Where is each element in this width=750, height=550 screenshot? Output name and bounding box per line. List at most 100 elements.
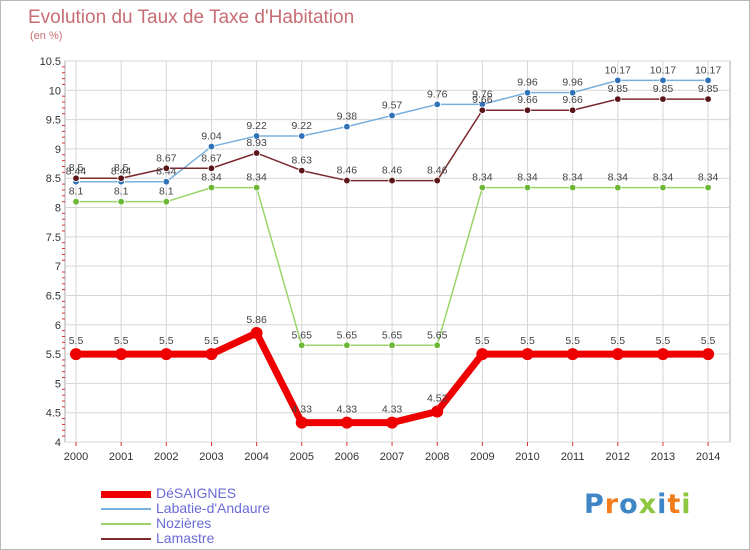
x-tick-label: 2003: [199, 451, 223, 463]
data-label-2: 8.1: [159, 186, 174, 198]
y-tick-label: 6.5: [46, 290, 61, 302]
y-tick-label: 7.5: [46, 232, 61, 244]
data-point-0: [160, 348, 173, 361]
logo-letter: i: [657, 489, 668, 520]
x-tick-label: 2000: [64, 451, 88, 463]
data-point-3: [659, 95, 667, 103]
data-point-3: [704, 95, 712, 103]
legend-swatch: [101, 538, 151, 540]
data-point-2: [252, 183, 261, 192]
x-tick-label: 2012: [606, 451, 630, 463]
data-label-0: 5.5: [114, 335, 129, 347]
data-label-3: 9.66: [472, 94, 493, 106]
data-label-3: 9.66: [517, 94, 538, 106]
data-label-2: 5.65: [337, 329, 358, 341]
data-label-0: 5.5: [475, 335, 490, 347]
data-label-0: 5.5: [656, 335, 671, 347]
data-point-0: [115, 348, 128, 361]
y-tick-label: 6: [55, 320, 61, 332]
data-point-2: [433, 341, 441, 349]
data-label-0: 5.5: [701, 335, 716, 347]
data-label-1: 9.22: [246, 120, 267, 132]
logo-letter: P: [584, 489, 605, 520]
data-point-1: [704, 76, 712, 85]
data-label-0: 5.86: [246, 314, 267, 326]
data-point-3: [162, 164, 170, 172]
legend-label: Lamastre: [156, 530, 215, 546]
data-point-1: [659, 76, 667, 85]
data-label-3: 8.63: [292, 155, 313, 167]
legend-swatch: [101, 523, 151, 525]
data-label-3: 9.85: [698, 83, 719, 95]
x-tick-label: 2008: [425, 451, 449, 463]
data-point-2: [523, 183, 532, 192]
logo-letter: t: [667, 489, 682, 520]
data-label-3: 8.67: [201, 152, 222, 164]
data-label-3: 9.85: [608, 83, 629, 95]
data-point-0: [521, 348, 534, 361]
y-tick-label: 10.5: [40, 56, 61, 68]
data-label-3: 9.66: [562, 94, 583, 106]
chart-unit: (en %): [30, 30, 63, 42]
data-point-1: [568, 88, 577, 97]
data-point-1: [298, 132, 306, 140]
data-point-3: [298, 166, 306, 175]
data-point-0: [611, 348, 624, 361]
proxiti-logo: Proxiti: [584, 489, 692, 520]
data-point-3: [478, 106, 487, 114]
data-label-2: 8.34: [608, 172, 629, 184]
data-point-3: [343, 176, 351, 185]
data-label-3: 8.67: [156, 152, 177, 164]
x-tick-label: 2014: [696, 451, 720, 463]
y-tick-label: 4.5: [46, 408, 61, 420]
data-point-1: [433, 100, 441, 109]
logo-letter: x: [638, 489, 658, 520]
data-point-2: [568, 183, 577, 192]
logo-letter: r: [604, 489, 620, 520]
data-label-2: 5.65: [427, 329, 448, 341]
data-label-1: 9.76: [472, 88, 493, 100]
data-label-2: 8.34: [517, 172, 538, 184]
x-tick-label: 2007: [380, 451, 404, 463]
data-point-0: [250, 326, 263, 339]
data-label-2: 8.34: [562, 172, 583, 184]
data-label-0: 5.5: [610, 335, 625, 347]
data-point-0: [340, 416, 353, 429]
data-label-3: 9.85: [653, 83, 674, 95]
x-tick-label: 2009: [470, 451, 494, 463]
data-label-0: 5.5: [69, 335, 84, 347]
data-point-0: [205, 348, 218, 361]
x-tick-label: 2005: [290, 451, 314, 463]
y-tick-label: 8: [55, 203, 61, 215]
y-tick-label: 5.5: [46, 349, 61, 361]
plot-area: [64, 60, 731, 443]
data-point-2: [388, 341, 396, 349]
data-point-2: [343, 341, 351, 349]
data-point-1: [388, 111, 396, 120]
data-point-0: [656, 348, 669, 361]
data-label-1: 10.17: [605, 64, 631, 76]
data-label-2: 8.1: [69, 186, 84, 198]
data-point-3: [523, 106, 532, 114]
legend-swatch: [101, 508, 151, 510]
data-point-3: [388, 176, 396, 185]
data-point-2: [298, 341, 306, 349]
y-tick-label: 10: [49, 85, 61, 97]
data-point-2: [207, 183, 216, 192]
data-point-3: [433, 176, 441, 185]
legend-swatch: [101, 490, 151, 498]
x-tick-label: 2011: [561, 451, 585, 463]
logo-letter: o: [619, 489, 639, 520]
data-label-1: 9.96: [562, 77, 583, 89]
data-label-0: 5.5: [520, 335, 535, 347]
y-tick-label: 4: [55, 437, 61, 449]
data-point-3: [568, 106, 577, 114]
x-tick-label: 2002: [154, 451, 178, 463]
data-label-0: 5.5: [204, 335, 219, 347]
x-tick-label: 2013: [651, 451, 675, 463]
data-label-0: 5.5: [565, 335, 580, 347]
data-label-2: 5.65: [292, 329, 313, 341]
data-point-3: [252, 149, 261, 157]
